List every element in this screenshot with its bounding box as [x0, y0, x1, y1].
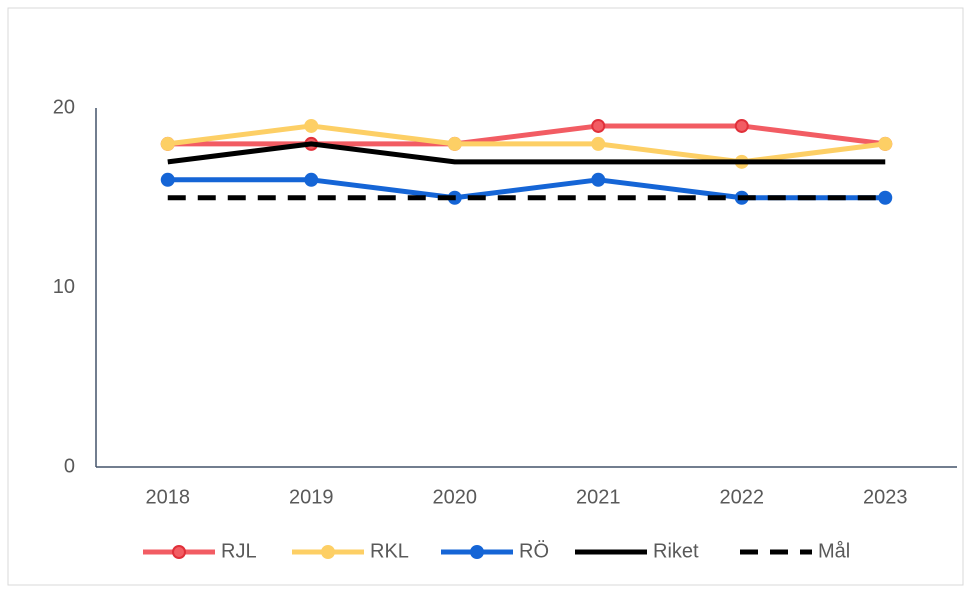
point [878, 136, 893, 151]
legend-label: RJL [221, 540, 257, 562]
y-tick-label: 20 [53, 96, 75, 118]
point [447, 136, 462, 151]
y-tick-label: 10 [53, 276, 75, 298]
x-tick-label: 2020 [433, 486, 478, 508]
point [304, 172, 319, 187]
x-tick-label: 2019 [289, 486, 334, 508]
x-tick-label: 2023 [863, 486, 908, 508]
point [591, 118, 606, 133]
legend-label: RÖ [519, 540, 549, 562]
series-line [167, 177, 886, 201]
chart-frame [7, 7, 964, 586]
point [591, 136, 606, 151]
legend-label: Riket [653, 540, 699, 562]
legend-marker [172, 545, 186, 559]
legend-label: Mål [818, 540, 850, 562]
point [304, 118, 319, 133]
series-line [167, 123, 886, 165]
series-line [167, 141, 886, 165]
legend-marker [321, 545, 335, 559]
x-tick-label: 2022 [720, 486, 765, 508]
legend-label: RKL [370, 540, 409, 562]
x-tick-label: 2021 [576, 486, 621, 508]
point [591, 172, 606, 187]
x-tick-label: 2018 [146, 486, 191, 508]
legend-marker [470, 545, 484, 559]
point [160, 136, 175, 151]
series-line [167, 123, 886, 147]
y-tick-label: 0 [64, 455, 75, 477]
point [160, 172, 175, 187]
point [734, 118, 749, 133]
point [878, 190, 893, 205]
